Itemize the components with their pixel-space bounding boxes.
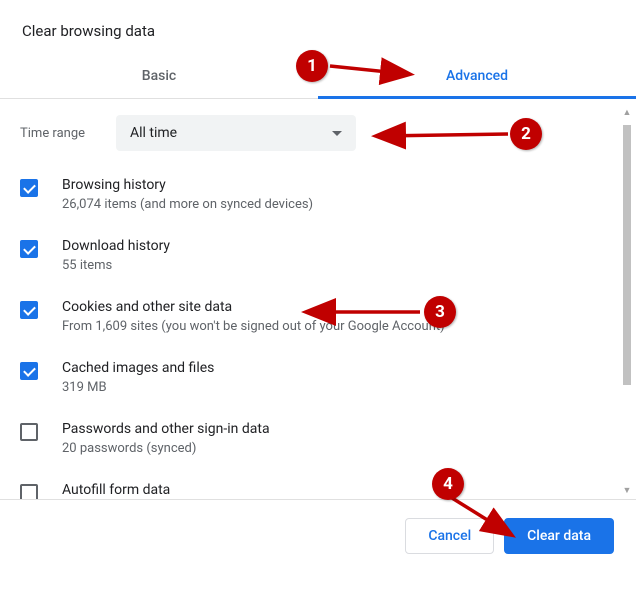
item-title: Download history: [62, 238, 616, 254]
item-subtitle: From 1,609 sites (you won't be signed ou…: [62, 319, 616, 334]
checkbox[interactable]: [20, 423, 38, 441]
scroll-thumb[interactable]: [623, 125, 631, 385]
time-range-value: All time: [130, 125, 177, 141]
content-wrap: Time range All time Browsing history 26,0…: [0, 99, 636, 499]
checkbox[interactable]: [20, 362, 38, 380]
time-range-label: Time range: [20, 126, 116, 141]
item-subtitle: 26,074 items (and more on synced devices…: [62, 197, 616, 212]
tab-basic[interactable]: Basic: [0, 52, 318, 98]
clear-data-button[interactable]: Clear data: [504, 518, 614, 554]
item-text: Browsing history 26,074 items (and more o…: [62, 177, 616, 212]
item-title: Passwords and other sign-in data: [62, 421, 616, 437]
data-type-item: Cookies and other site data From 1,609 si…: [20, 299, 616, 334]
data-type-item: Cached images and files 319 MB: [20, 360, 616, 395]
dialog-title: Clear browsing data: [0, 0, 636, 52]
checkbox[interactable]: [20, 179, 38, 197]
item-text: Passwords and other sign-in data 20 passw…: [62, 421, 616, 456]
item-text: Download history 55 items: [62, 238, 616, 273]
item-subtitle: 20 passwords (synced): [62, 441, 616, 456]
checkbox[interactable]: [20, 484, 38, 499]
chevron-down-icon: [332, 131, 342, 136]
tab-advanced[interactable]: Advanced: [318, 52, 636, 98]
annotation-badge: 2: [510, 118, 542, 150]
item-title: Browsing history: [62, 177, 616, 193]
item-subtitle: 319 MB: [62, 380, 616, 395]
data-type-item: Autofill form data: [20, 482, 616, 499]
checkbox[interactable]: [20, 240, 38, 258]
checkbox[interactable]: [20, 301, 38, 319]
item-title: Cached images and files: [62, 360, 616, 376]
data-type-item: Passwords and other sign-in data 20 passw…: [20, 421, 616, 456]
item-text: Cookies and other site data From 1,609 si…: [62, 299, 616, 334]
data-type-item: Download history 55 items: [20, 238, 616, 273]
scrollbar[interactable]: ▲ ▼: [620, 107, 634, 499]
time-range-select[interactable]: All time: [116, 115, 356, 151]
dialog-footer: Cancel Clear data: [0, 499, 636, 572]
dialog-content: Time range All time Browsing history 26,0…: [0, 99, 636, 499]
annotation-badge: 1: [296, 50, 328, 82]
item-title: Autofill form data: [62, 482, 616, 498]
scroll-up-icon[interactable]: ▲: [620, 107, 634, 121]
item-subtitle: 55 items: [62, 258, 616, 273]
annotation-badge: 3: [424, 296, 456, 328]
scroll-down-icon[interactable]: ▼: [620, 485, 634, 499]
data-type-item: Browsing history 26,074 items (and more o…: [20, 177, 616, 212]
clear-browsing-data-dialog: Clear browsing data Basic Advanced Time …: [0, 0, 636, 572]
item-text: Autofill form data: [62, 482, 616, 499]
cancel-button[interactable]: Cancel: [405, 518, 494, 554]
annotation-badge: 4: [432, 468, 464, 500]
item-text: Cached images and files 319 MB: [62, 360, 616, 395]
item-title: Cookies and other site data: [62, 299, 616, 315]
